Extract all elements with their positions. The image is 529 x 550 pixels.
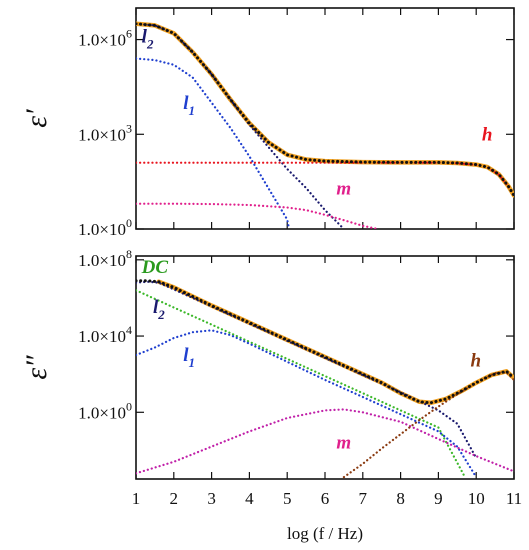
y-tick-label: 1.0×103 bbox=[78, 121, 132, 144]
x-tick-label: 1 bbox=[132, 489, 141, 508]
series-h-line bbox=[136, 161, 514, 197]
series-label-l1: l1 bbox=[183, 93, 195, 118]
y-axis-title: ε″ bbox=[20, 355, 53, 380]
series-label-text: l bbox=[183, 93, 189, 114]
x-tick-label: 6 bbox=[321, 489, 330, 508]
series-label-subscript: 2 bbox=[146, 37, 154, 52]
y-tick-label: 1.0×104 bbox=[78, 323, 132, 346]
series-label-text: l bbox=[153, 297, 159, 318]
series-l1-line bbox=[136, 57, 291, 229]
x-tick-label: 5 bbox=[283, 489, 292, 508]
series-label-text: l bbox=[142, 27, 148, 48]
y-tick-label-exponent: 3 bbox=[126, 121, 132, 135]
series-label-text: h bbox=[482, 125, 493, 146]
x-axis-title: log (f / Hz) bbox=[287, 524, 363, 543]
x-tick-label: 11 bbox=[506, 489, 522, 508]
series-l2-line bbox=[136, 280, 478, 460]
y-tick-label: 1.0×100 bbox=[78, 216, 132, 239]
x-tick-label: 8 bbox=[396, 489, 405, 508]
x-tick-label: 10 bbox=[468, 489, 485, 508]
series-label-text: l bbox=[183, 345, 189, 366]
x-tick-label: 7 bbox=[359, 489, 368, 508]
series-label-text: m bbox=[336, 433, 351, 454]
y-tick-label-base: 1.0×10 bbox=[78, 403, 126, 422]
series-DC-line bbox=[136, 289, 466, 479]
y-tick-label-base: 1.0×10 bbox=[78, 220, 126, 239]
x-tick-label: 3 bbox=[207, 489, 216, 508]
y-tick-label-base: 1.0×10 bbox=[78, 31, 126, 50]
series-label-subscript: 1 bbox=[189, 103, 196, 118]
series-data-line bbox=[136, 279, 514, 405]
y-tick-label: 1.0×100 bbox=[78, 399, 132, 422]
x-tick-label: 4 bbox=[245, 489, 254, 508]
y-tick-label-exponent: 6 bbox=[126, 27, 132, 41]
y-tick-label-exponent: 4 bbox=[126, 323, 132, 337]
plot-frame bbox=[135, 7, 515, 230]
series-label-l1: l1 bbox=[183, 345, 195, 370]
series-label-l2: l2 bbox=[142, 27, 154, 52]
series-m-line bbox=[136, 408, 514, 475]
y-tick-label: 1.0×106 bbox=[78, 27, 132, 50]
series-label-text: h bbox=[471, 351, 482, 372]
y-tick-label-exponent: 0 bbox=[126, 216, 132, 230]
series-label-DC: DC bbox=[141, 257, 169, 278]
y-tick-label-base: 1.0×10 bbox=[78, 251, 126, 270]
y-tick-label-exponent: 0 bbox=[126, 399, 132, 413]
series-label-m: m bbox=[336, 433, 351, 454]
series-label-h: h bbox=[482, 125, 493, 146]
y-tick-label-exponent: 8 bbox=[126, 247, 132, 261]
y-axis-title: ε′ bbox=[20, 109, 53, 128]
series-l1-line bbox=[136, 329, 478, 479]
series-label-subscript: 2 bbox=[157, 307, 165, 322]
x-tick-label: 2 bbox=[170, 489, 179, 508]
series-label-subscript: 1 bbox=[189, 355, 196, 370]
series-label-text: DC bbox=[141, 257, 169, 278]
y-tick-label-base: 1.0×10 bbox=[78, 125, 126, 144]
y-tick-label: 1.0×108 bbox=[78, 247, 132, 270]
series-label-text: m bbox=[336, 178, 351, 199]
series-data-line bbox=[136, 22, 514, 197]
y-tick-label-base: 1.0×10 bbox=[78, 327, 126, 346]
series-m-line bbox=[136, 202, 379, 229]
series-label-l2: l2 bbox=[153, 297, 165, 322]
series-l2-line bbox=[136, 22, 345, 229]
series-label-h: h bbox=[471, 351, 482, 372]
x-tick-label: 9 bbox=[434, 489, 443, 508]
series-label-m: m bbox=[336, 178, 351, 199]
